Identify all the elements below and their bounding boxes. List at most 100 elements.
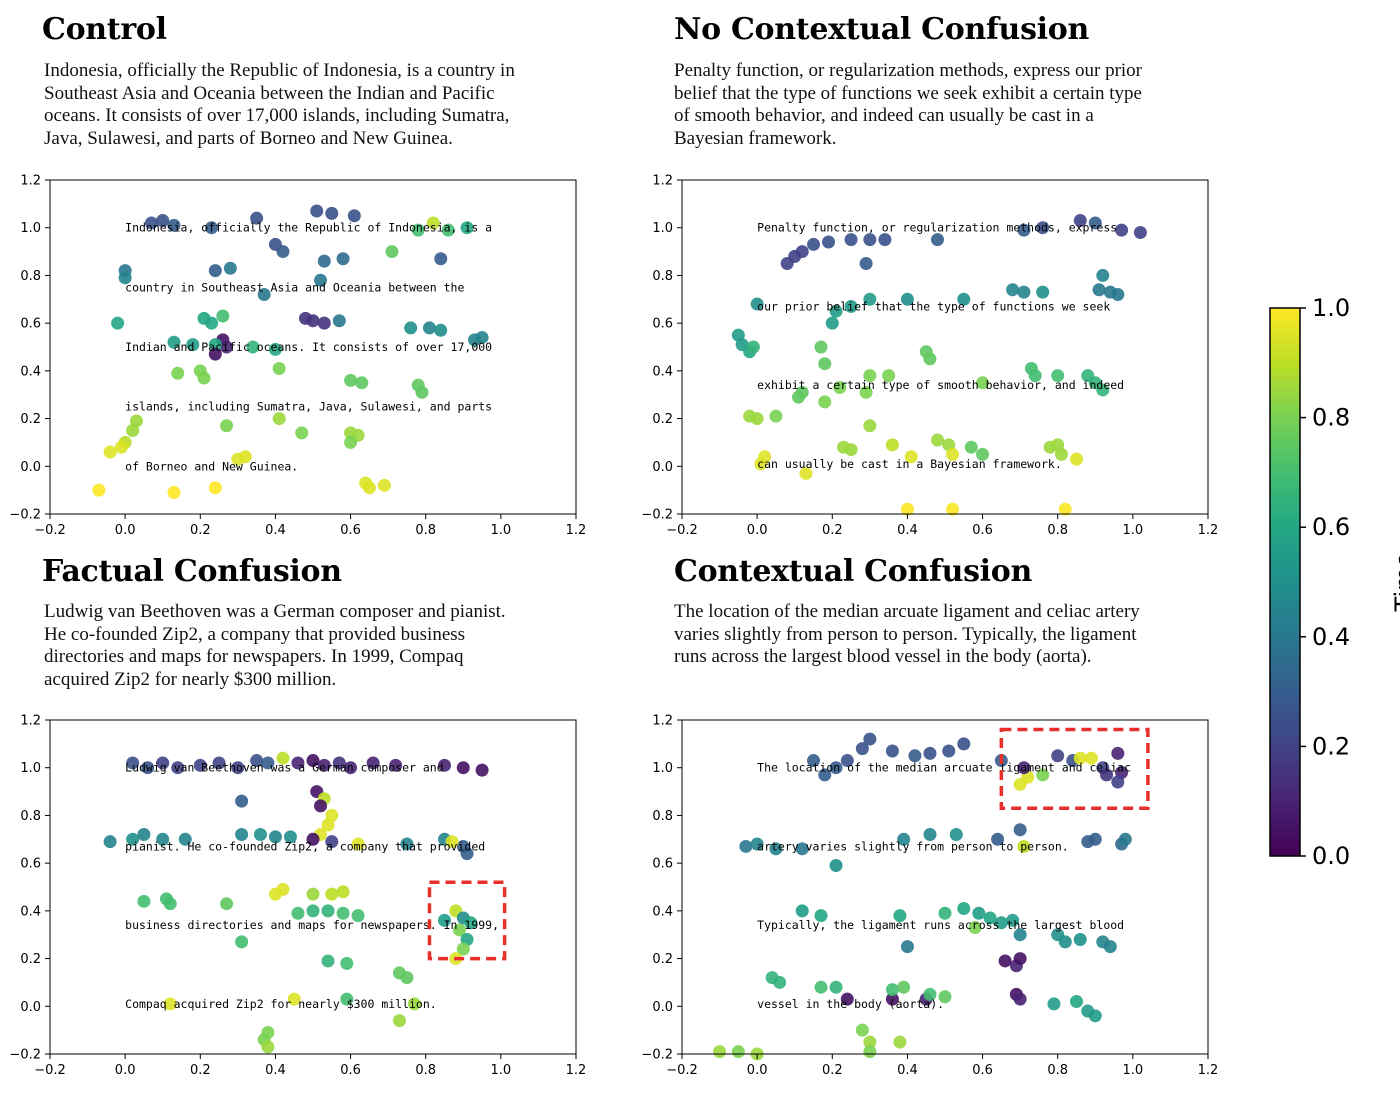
scatter-point — [235, 794, 249, 808]
scatter-point — [325, 835, 339, 849]
scatter-point — [1085, 751, 1099, 765]
scatter-point — [1047, 997, 1061, 1011]
x-tick-label: 0.4 — [897, 523, 918, 538]
scatter-point — [261, 1040, 275, 1054]
scatter-point — [1051, 369, 1065, 383]
x-tick-label: 1.2 — [566, 523, 587, 538]
scatter-point — [235, 935, 249, 949]
panel-description: The location of the median arcuate ligam… — [674, 601, 1140, 667]
scatter-point — [272, 412, 286, 426]
scatter-point — [238, 450, 252, 464]
scatter-point — [220, 419, 234, 433]
scatter-point — [908, 749, 922, 763]
colorbar-tick-label: 0.4 — [1312, 623, 1350, 651]
scatter-point — [193, 758, 207, 772]
scatter-point — [434, 323, 448, 337]
scatter-point — [208, 347, 222, 361]
scatter-point — [713, 1045, 727, 1059]
scatter-point — [103, 445, 117, 459]
x-tick-label: −0.2 — [34, 1063, 66, 1078]
scatter-point — [321, 818, 335, 832]
y-tick-label: −0.2 — [9, 508, 41, 523]
scatter-point — [844, 299, 858, 313]
scatter-point — [983, 911, 997, 925]
scatter-point — [321, 954, 335, 968]
scatter-point — [208, 481, 222, 495]
colorbar-tick-label: 0.6 — [1312, 513, 1350, 541]
panel-title: Control — [42, 12, 167, 47]
sentence-label: Compaq acquired Zip2 for nearly $300 mil… — [125, 997, 437, 1011]
sentence-label: of Borneo and New Guinea. — [125, 459, 298, 473]
scatter-point — [212, 756, 226, 770]
y-tick-label: −0.2 — [9, 1048, 41, 1063]
scatter-point — [434, 252, 448, 266]
x-tick-label: 0.0 — [747, 523, 768, 538]
scatter-point — [332, 314, 346, 328]
scatter-point — [818, 768, 832, 782]
points-group — [731, 214, 1147, 516]
colorbar: 1.0 0.8 0.6 0.4 0.2 0.0 Time — [1269, 294, 1400, 870]
scatter-point — [235, 828, 249, 842]
y-tick-label: 0.6 — [20, 857, 41, 872]
scatter-point — [818, 357, 832, 371]
x-tick-label: 0.4 — [265, 1063, 286, 1078]
scatter-point — [750, 837, 764, 851]
scatter-point — [1017, 285, 1031, 299]
scatter-point — [475, 763, 489, 777]
x-tick-label: 1.2 — [1198, 523, 1219, 538]
y-tick-label: 1.2 — [20, 714, 41, 729]
scatter-point — [957, 901, 971, 915]
scatter-point — [1111, 775, 1125, 789]
y-tick-label: 1.0 — [20, 761, 41, 776]
y-tick-label: 0.2 — [20, 952, 41, 967]
scatter-point — [893, 909, 907, 923]
scatter-point — [994, 916, 1008, 930]
y-tick-label: 1.2 — [20, 174, 41, 189]
scatter-point — [129, 414, 143, 428]
scatter-point — [137, 828, 151, 842]
scatter-point — [336, 906, 350, 920]
scatter-point — [137, 894, 151, 908]
x-tick-label: 0.2 — [190, 523, 211, 538]
scatter-point — [1070, 995, 1083, 1009]
x-tick-label: 0.2 — [822, 1063, 843, 1078]
scatter-point — [885, 992, 899, 1006]
scatter-point — [957, 737, 971, 751]
scatter-point — [1073, 214, 1087, 228]
scatter-point — [885, 744, 899, 758]
scatter-point — [389, 758, 403, 772]
scatter-point — [407, 997, 421, 1011]
scatter-point — [885, 438, 899, 452]
panel-title: No Contextual Confusion — [674, 12, 1089, 47]
scatter-point — [1118, 832, 1132, 846]
scatter-point — [1013, 823, 1027, 837]
scatter-point — [340, 992, 354, 1006]
scatter-point — [1036, 221, 1050, 235]
x-tick-label: 1.0 — [1123, 1063, 1144, 1078]
y-tick-label: 0.8 — [652, 809, 673, 824]
y-tick-label: 0.0 — [652, 1000, 673, 1015]
sentence-label: The location of the median arcuate ligam… — [757, 761, 1131, 775]
scatter-point — [818, 395, 832, 409]
sentence-label: business directories and maps for newspa… — [125, 918, 499, 932]
sentence-label: can usually be cast in a Bayesian framew… — [757, 457, 1062, 471]
scatter-point — [1088, 832, 1102, 846]
scatter-point — [291, 906, 305, 920]
x-tick-label: 1.0 — [491, 523, 512, 538]
scatter-point — [246, 340, 260, 354]
scatter-point — [208, 264, 222, 278]
scatter-point — [118, 271, 132, 285]
scatter-point — [1028, 369, 1042, 383]
scatter-point — [863, 732, 877, 746]
scatter-point — [325, 206, 339, 220]
scatter-point — [400, 971, 414, 985]
scatter-point — [205, 221, 219, 235]
scatter-point — [276, 751, 290, 765]
scatter-point — [769, 842, 783, 856]
y-tick-label: 0.2 — [20, 412, 41, 427]
scatter-point — [840, 754, 854, 768]
scatter-point — [171, 761, 185, 775]
scatter-point — [964, 440, 978, 454]
scatter-point — [295, 426, 309, 440]
y-tick-label: 0.8 — [20, 269, 41, 284]
